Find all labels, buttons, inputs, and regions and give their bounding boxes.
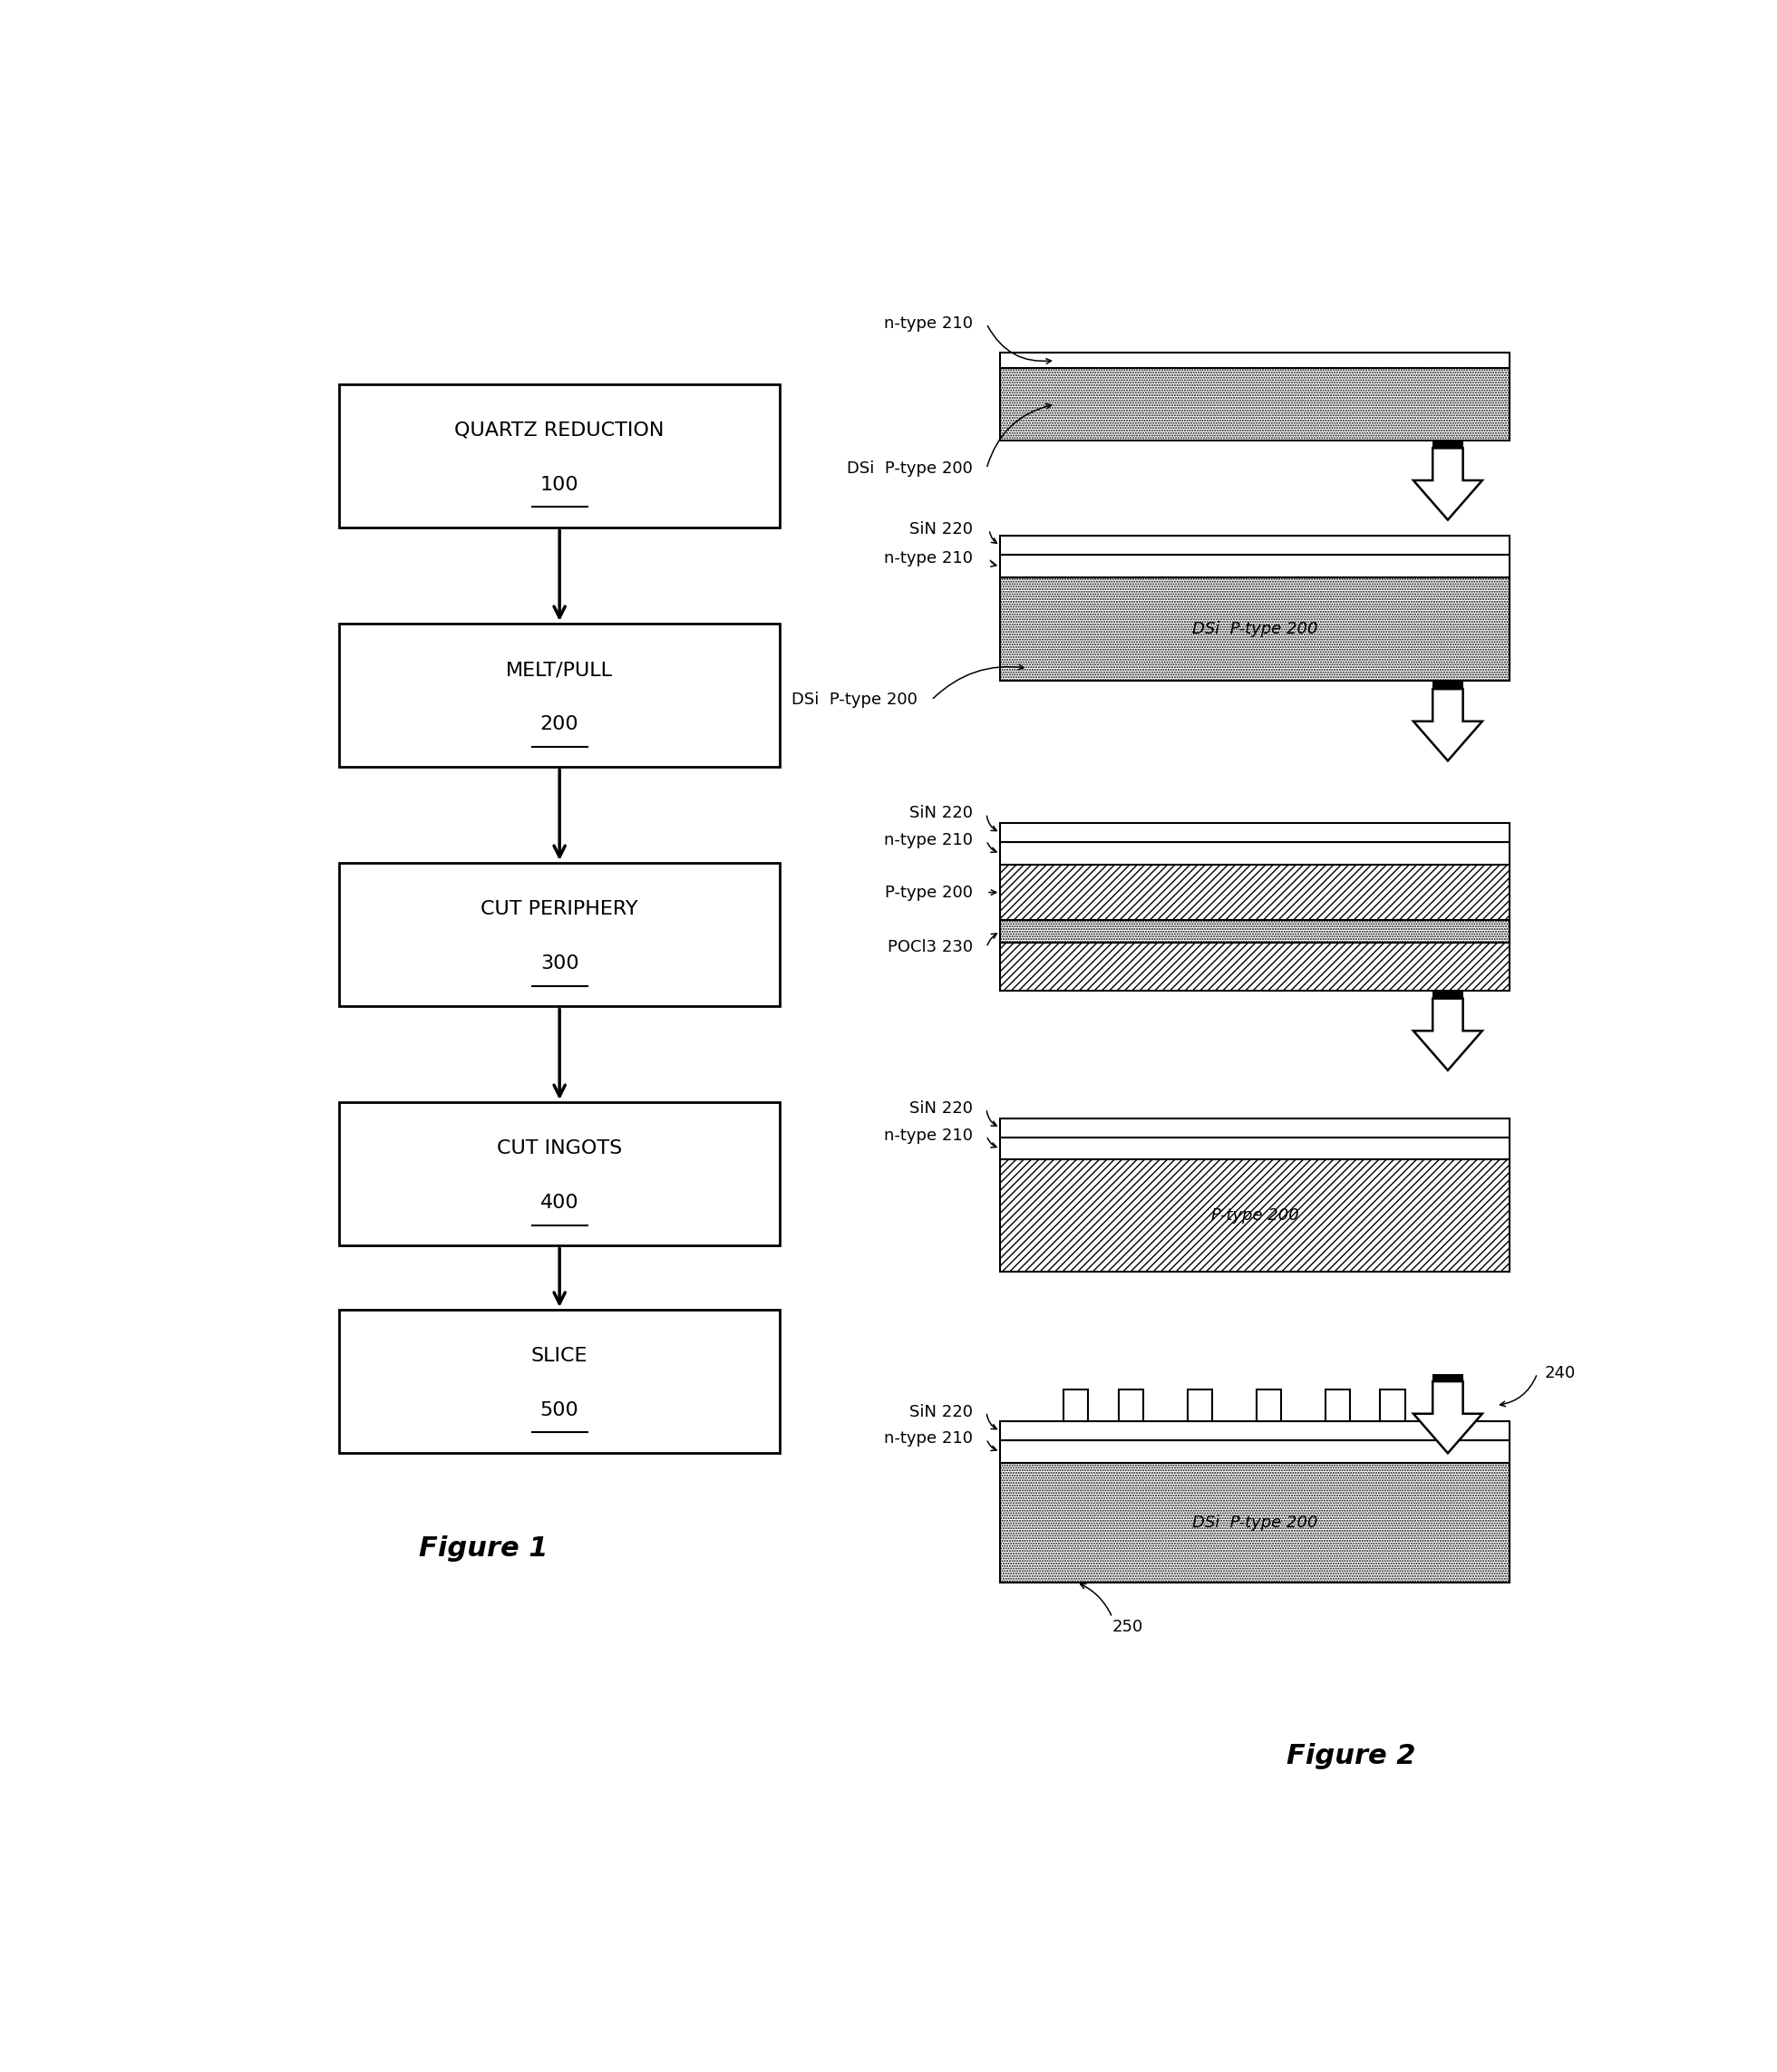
Bar <box>1000 864 1510 920</box>
Bar <box>1000 555 1510 578</box>
Bar <box>1064 1390 1088 1421</box>
Text: DSi  P-type 200: DSi P-type 200 <box>848 460 972 477</box>
Bar <box>1000 841 1510 864</box>
Bar <box>339 624 780 767</box>
Bar <box>1000 578 1510 682</box>
Polygon shape <box>1413 690 1482 760</box>
Bar <box>1000 369 1510 439</box>
Text: DSi  P-type 200: DSi P-type 200 <box>793 692 917 709</box>
Bar <box>1000 1138 1510 1160</box>
Bar <box>1326 1390 1351 1421</box>
Text: P-type 200: P-type 200 <box>1212 1208 1299 1225</box>
Text: n-type 210: n-type 210 <box>883 833 972 850</box>
Text: MELT/PULL: MELT/PULL <box>506 661 613 680</box>
Text: 240: 240 <box>1544 1365 1574 1382</box>
Text: 500: 500 <box>540 1401 579 1419</box>
Bar <box>1000 352 1510 369</box>
Bar <box>1432 990 1462 999</box>
Text: 100: 100 <box>540 477 579 493</box>
Polygon shape <box>1413 1382 1482 1452</box>
Text: DSi  P-type 200: DSi P-type 200 <box>1192 622 1319 638</box>
Text: n-type 210: n-type 210 <box>883 315 972 332</box>
Text: SiN 220: SiN 220 <box>910 806 972 823</box>
Text: 200: 200 <box>540 715 579 733</box>
Text: SiN 220: SiN 220 <box>910 1403 972 1419</box>
Bar <box>1000 1119 1510 1138</box>
Bar <box>1432 1374 1462 1382</box>
Bar <box>1432 441 1462 448</box>
Text: n-type 210: n-type 210 <box>883 1430 972 1446</box>
Bar <box>1432 682 1462 690</box>
Bar <box>339 1102 780 1245</box>
Bar <box>1000 1463 1510 1583</box>
Polygon shape <box>1413 999 1482 1071</box>
Text: POCl3 230: POCl3 230 <box>887 939 972 955</box>
Bar <box>1381 1390 1406 1421</box>
Text: DSi  P-type 200: DSi P-type 200 <box>1192 1515 1319 1531</box>
Text: 250: 250 <box>1112 1618 1143 1635</box>
Text: n-type 210: n-type 210 <box>883 1127 972 1144</box>
Bar <box>1000 1440 1510 1463</box>
Text: CUT INGOTS: CUT INGOTS <box>498 1140 622 1158</box>
Text: P-type 200: P-type 200 <box>885 885 972 901</box>
Bar <box>339 862 780 1007</box>
Bar <box>339 383 780 528</box>
Bar <box>339 1310 780 1452</box>
Bar <box>1000 537 1510 555</box>
Bar <box>1120 1390 1143 1421</box>
Bar <box>1187 1390 1212 1421</box>
Bar <box>1000 1160 1510 1272</box>
Polygon shape <box>1413 448 1482 520</box>
Text: Figure 1: Figure 1 <box>419 1535 549 1562</box>
Text: Figure 2: Figure 2 <box>1287 1743 1416 1769</box>
Text: 400: 400 <box>540 1193 579 1212</box>
Text: QUARTZ REDUCTION: QUARTZ REDUCTION <box>455 421 665 439</box>
Text: n-type 210: n-type 210 <box>883 549 972 566</box>
Bar <box>1000 823 1510 841</box>
Text: CUT PERIPHERY: CUT PERIPHERY <box>482 899 638 918</box>
Text: SLICE: SLICE <box>531 1347 588 1365</box>
Text: SiN 220: SiN 220 <box>910 522 972 537</box>
Text: SiN 220: SiN 220 <box>910 1100 972 1117</box>
Bar <box>1000 1421 1510 1440</box>
Bar <box>1256 1390 1281 1421</box>
Text: 300: 300 <box>540 955 579 972</box>
Bar <box>1000 920 1510 943</box>
Bar <box>1000 943 1510 990</box>
